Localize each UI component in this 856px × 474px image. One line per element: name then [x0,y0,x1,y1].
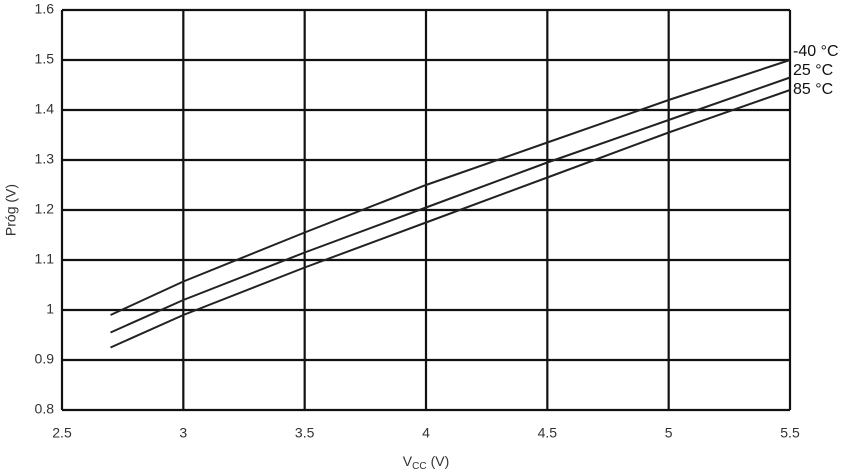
y-tick-label: 1.5 [35,51,55,67]
series-line [110,59,791,316]
y-tick-label: 1.4 [35,101,55,117]
series-label: 25 °C [793,62,833,79]
x-tick-label: 3 [179,425,187,441]
y-tick-label: 1.6 [35,1,55,17]
x-tick-label: 2.5 [52,425,72,441]
x-tick-label: 3.5 [295,425,315,441]
series-label: 85 °C [793,81,833,98]
series-label: -40 °C [793,43,839,60]
y-tick-label: 0.8 [35,401,55,417]
series-line [110,76,791,334]
x-axis-label-main: V [403,453,413,469]
x-tick-label: 4 [422,425,430,441]
y-tick-label: 1.3 [35,151,55,167]
y-tick-label: 1 [46,301,54,317]
x-axis-label-unit: (V) [431,453,450,469]
series-line [110,89,791,349]
x-axis-label: VCC (V) [403,453,449,472]
x-axis-label-sub: CC [412,461,426,472]
x-tick-label: 5 [665,425,673,441]
y-tick-label: 1.2 [35,201,55,217]
x-tick-label: 5.5 [780,425,800,441]
y-axis-label: Próg (V) [3,184,19,236]
x-tick-label: 4.5 [538,425,558,441]
y-tick-label: 1.1 [35,251,55,267]
y-tick-label: 0.9 [35,351,55,367]
